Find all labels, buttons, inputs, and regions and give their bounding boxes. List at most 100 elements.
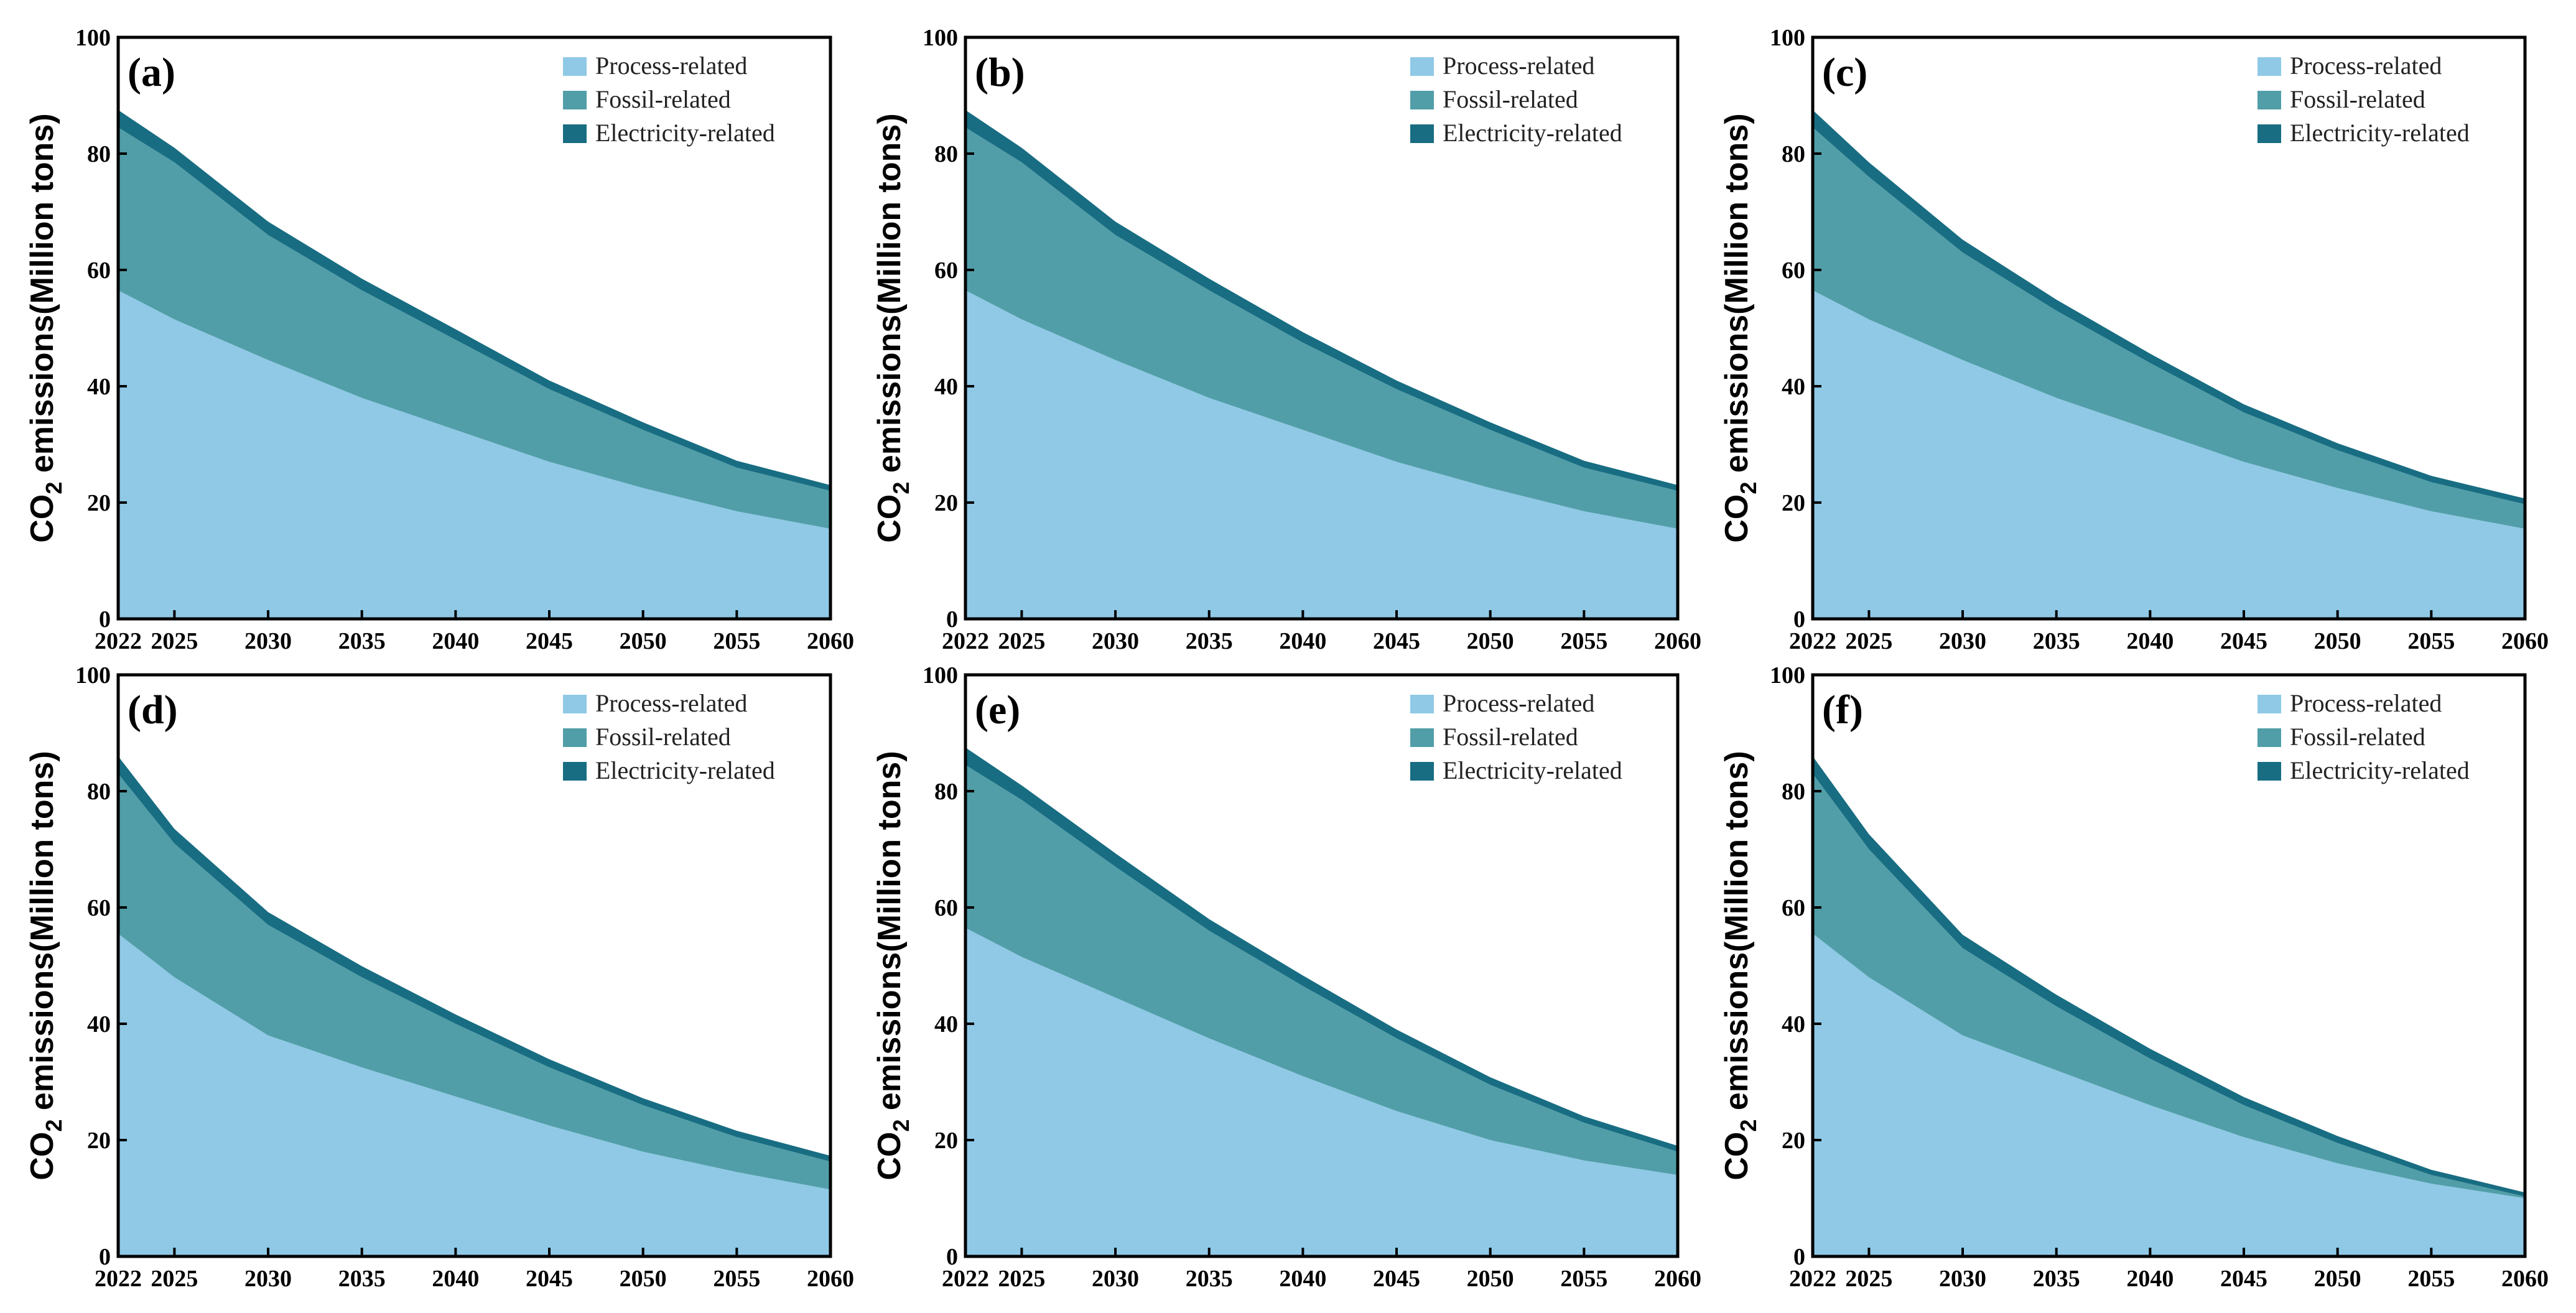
legend-label: Fossil-related (595, 723, 731, 751)
y-tick-label: 100 (923, 25, 958, 51)
x-tick-label: 2045 (526, 628, 573, 654)
y-tick-label: 60 (934, 895, 958, 921)
x-tick-label: 2060 (1654, 628, 1701, 654)
x-tick-label: 2022 (1789, 628, 1836, 654)
area-process-related (965, 290, 1678, 619)
y-tick-label: 60 (87, 257, 111, 284)
y-axis-label: CO2 emissions(Million tons) (24, 751, 67, 1180)
x-tick-label: 2050 (2314, 628, 2361, 654)
x-tick-label: 2022 (95, 628, 142, 654)
y-tick-label: 20 (1782, 490, 1805, 516)
x-tick-label: 2055 (2407, 628, 2455, 654)
x-tick-label: 2025 (998, 1266, 1045, 1292)
x-tick-label: 2025 (1845, 1266, 1892, 1292)
y-tick-label: 0 (1793, 1244, 1805, 1270)
x-tick-label: 2040 (2126, 1266, 2174, 1292)
x-tick-label: 2040 (432, 628, 479, 654)
x-tick-label: 2060 (2501, 1266, 2549, 1292)
legend-label: Process-related (595, 689, 747, 717)
y-tick-label: 20 (1782, 1128, 1805, 1154)
y-tick-label: 0 (946, 1244, 958, 1270)
x-tick-label: 2050 (1467, 1266, 1514, 1292)
y-tick-label: 60 (1782, 895, 1805, 921)
legend-swatch (563, 728, 587, 747)
y-tick-label: 80 (1782, 779, 1805, 805)
y-tick-label: 20 (934, 490, 958, 516)
legend-label: Fossil-related (595, 85, 731, 113)
y-tick-label: 40 (87, 1011, 111, 1037)
y-tick-label: 0 (99, 606, 111, 633)
area-fossil-related (965, 764, 1678, 1176)
axes-frame (116, 673, 832, 1258)
legend-swatch (563, 695, 587, 713)
x-tick-label: 2040 (1279, 1266, 1326, 1292)
x-tick-label: 2035 (1186, 1266, 1233, 1292)
axes-frame (1811, 673, 2527, 1258)
x-tick-label: 2022 (942, 1266, 989, 1292)
y-tick-label: 40 (1782, 374, 1805, 400)
axes-frame (964, 35, 1680, 621)
x-tick-label: 2050 (2314, 1266, 2361, 1292)
x-tick-label: 2022 (1789, 1266, 1836, 1292)
legend-label: Process-related (2290, 52, 2442, 80)
x-tick-label: 2050 (620, 1266, 667, 1292)
x-tick-label: 2060 (1654, 1266, 1701, 1292)
y-tick-label: 100 (923, 662, 958, 689)
x-tick-label: 2025 (151, 1266, 198, 1292)
legend-label: Electricity-related (595, 756, 775, 784)
legend-label: Fossil-related (1443, 85, 1578, 113)
legend-label: Process-related (1443, 52, 1594, 80)
x-tick-label: 2035 (2033, 1266, 2080, 1292)
legend-label: Electricity-related (1443, 756, 1622, 784)
x-tick-label: 2022 (942, 628, 989, 654)
y-tick-label: 80 (934, 779, 958, 805)
x-tick-label: 2045 (2220, 628, 2267, 654)
x-tick-label: 2045 (1373, 628, 1420, 654)
legend-swatch (1410, 124, 1434, 143)
legend-swatch (2257, 57, 2281, 76)
x-tick-label: 2040 (1279, 628, 1326, 654)
legend-label: Electricity-related (2290, 756, 2470, 784)
y-tick-label: 20 (87, 1128, 111, 1154)
x-tick-label: 2045 (1373, 1266, 1420, 1292)
y-tick-label: 100 (1770, 25, 1805, 51)
legend-label: Process-related (595, 52, 747, 80)
x-tick-label: 2040 (432, 1266, 479, 1292)
legend-label: Electricity-related (1443, 119, 1622, 147)
y-tick-label: 20 (934, 1128, 958, 1154)
x-tick-label: 2035 (338, 628, 386, 654)
x-tick-label: 2040 (2126, 628, 2174, 654)
legend-label: Fossil-related (2290, 723, 2425, 751)
x-tick-label: 2050 (620, 628, 667, 654)
y-tick-label: 60 (1782, 257, 1805, 284)
x-tick-label: 2050 (1467, 628, 1514, 654)
x-tick-label: 2055 (2407, 1266, 2455, 1292)
legend-swatch (563, 124, 587, 143)
legend-swatch (1410, 695, 1434, 713)
y-tick-label: 100 (75, 25, 111, 51)
x-tick-label: 2060 (2501, 628, 2549, 654)
panel-label: (e) (975, 687, 1020, 733)
x-tick-label: 2045 (526, 1266, 573, 1292)
panel-label: (d) (128, 687, 178, 733)
legend-swatch (563, 762, 587, 781)
legend-label: Fossil-related (1443, 723, 1578, 751)
y-tick-label: 0 (99, 1244, 111, 1270)
legend-swatch (2257, 728, 2281, 747)
legend-swatch (2257, 91, 2281, 109)
y-tick-label: 40 (934, 374, 958, 400)
y-tick-label: 80 (1782, 141, 1805, 167)
y-tick-label: 0 (1793, 606, 1805, 633)
area-process-related (118, 290, 830, 619)
x-tick-label: 2025 (151, 628, 198, 654)
axes-frame (1811, 35, 2527, 621)
y-tick-label: 40 (1782, 1011, 1805, 1037)
legend-swatch (563, 91, 587, 109)
y-tick-label: 20 (87, 490, 111, 516)
x-tick-label: 2030 (1092, 628, 1139, 654)
legend-swatch (1410, 57, 1434, 76)
